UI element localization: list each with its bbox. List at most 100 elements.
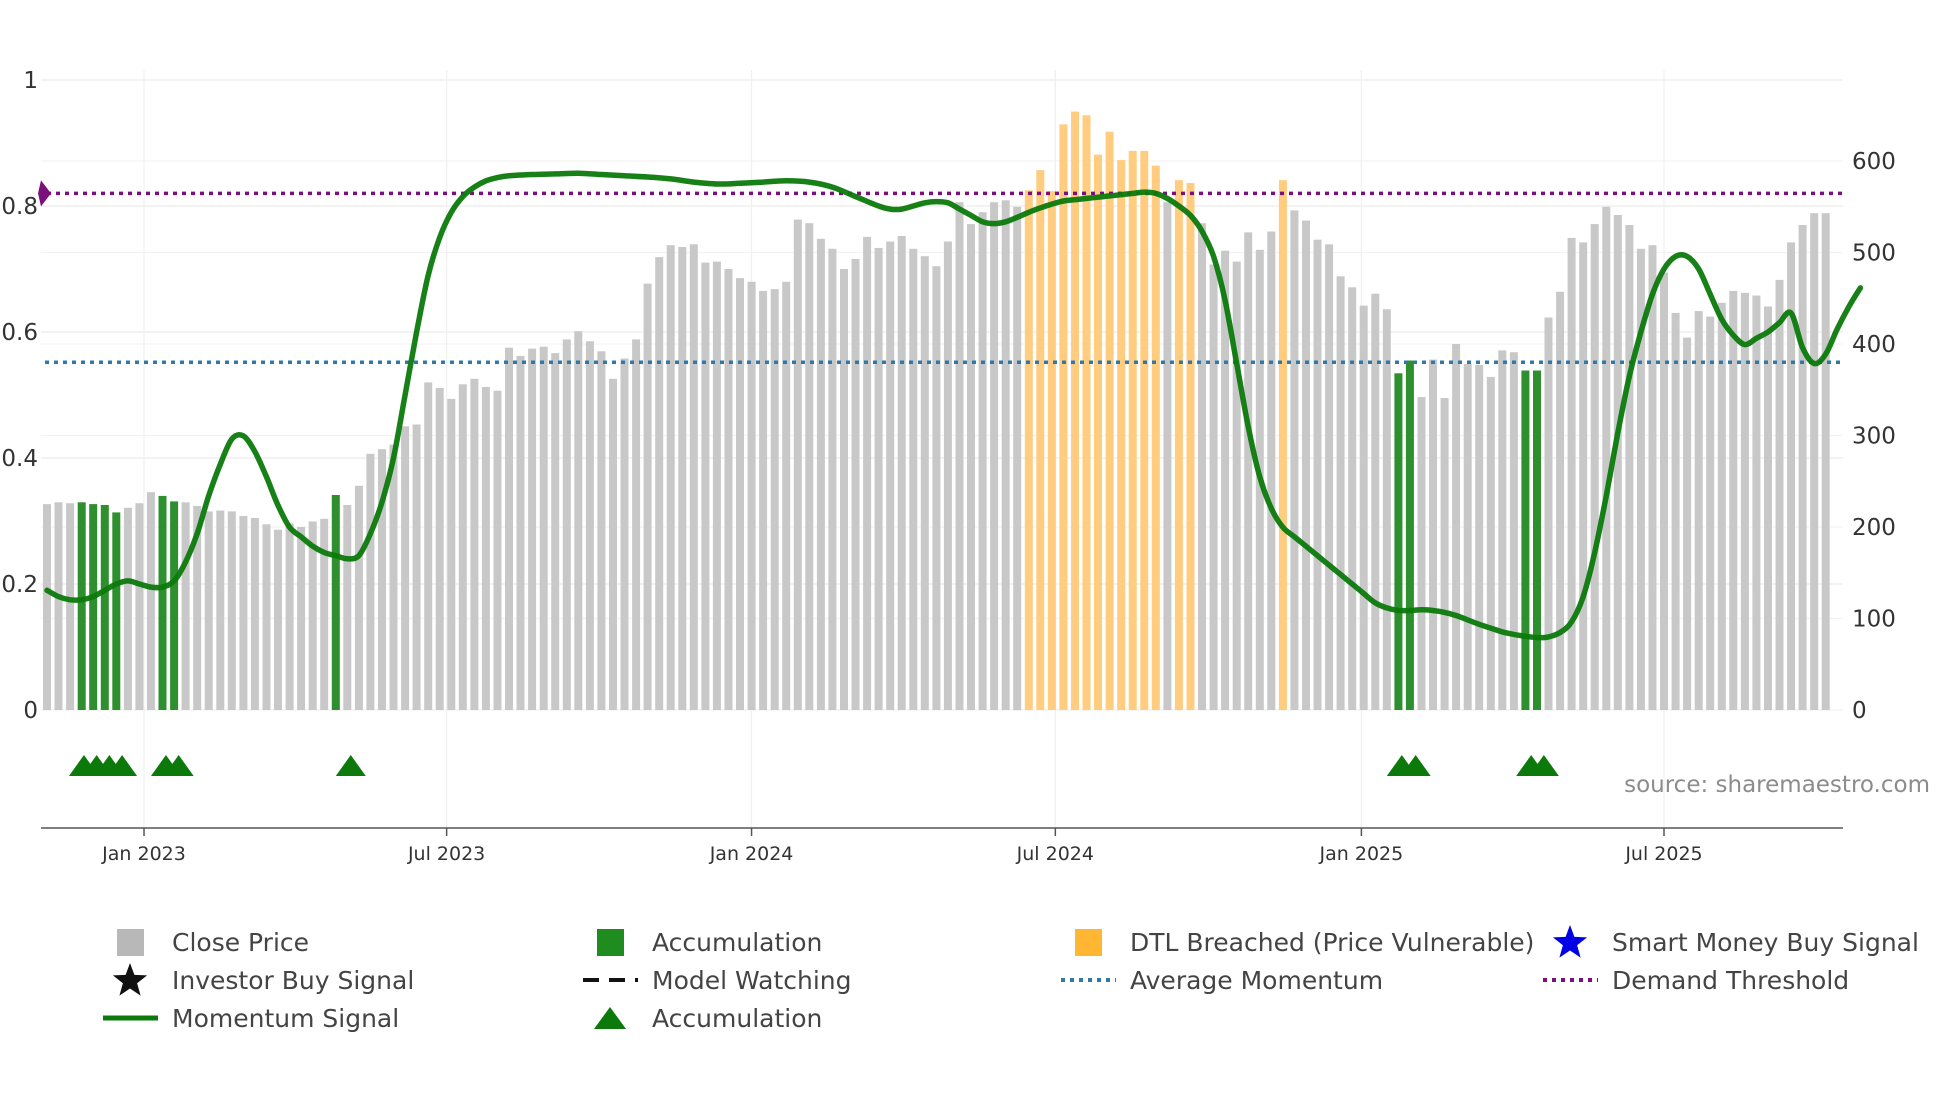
bar-gray xyxy=(990,202,999,710)
bar-gray xyxy=(978,212,987,710)
bar-gray xyxy=(1221,250,1230,710)
bar-gray xyxy=(1417,397,1426,710)
bar-gray xyxy=(816,238,825,711)
right-tick-label: 400 xyxy=(1852,332,1896,358)
bar-gray xyxy=(747,281,756,710)
bar-gray xyxy=(643,283,652,710)
x-tick-label: Jul 2023 xyxy=(407,843,485,865)
bar-orange xyxy=(1036,170,1045,711)
bar-gray xyxy=(505,347,513,710)
bar-gray xyxy=(1683,337,1692,710)
bar-green xyxy=(1521,370,1530,710)
bar-gray xyxy=(1671,312,1680,710)
bar-green xyxy=(89,504,98,710)
bar-gray xyxy=(1648,245,1657,710)
bar-gray xyxy=(736,278,744,710)
bar-orange xyxy=(1278,180,1287,710)
legend-triangle-icon xyxy=(580,1000,638,1036)
bar-gray xyxy=(943,241,952,710)
bar-gray xyxy=(43,504,51,710)
bar-gray xyxy=(1209,264,1218,710)
legend-item: Accumulation xyxy=(580,1000,822,1036)
bar-gray xyxy=(528,348,537,710)
bar-gray xyxy=(1302,220,1310,710)
bar-gray xyxy=(204,511,213,710)
bar-orange xyxy=(1071,111,1079,711)
legend-item: Investor Buy Signal xyxy=(100,962,414,998)
legend-item: Average Momentum xyxy=(1058,962,1383,998)
bar-orange xyxy=(1082,115,1091,711)
bar-gray xyxy=(458,384,467,710)
accumulation-triangle xyxy=(1400,755,1431,776)
legend-label: Accumulation xyxy=(652,927,823,957)
x-tick-label: Jan 2024 xyxy=(709,843,794,865)
bar-gray xyxy=(366,453,375,710)
bar-gray xyxy=(828,248,837,711)
left-tick-label: 0 xyxy=(23,698,38,724)
legend-label: DTL Breached (Price Vulnerable) xyxy=(1130,927,1535,957)
bar-gray xyxy=(955,202,964,710)
legend-label: Demand Threshold xyxy=(1612,965,1850,995)
right-tick-label: 100 xyxy=(1852,607,1896,633)
bar-gray xyxy=(1348,287,1357,710)
bar-gray xyxy=(320,518,329,710)
bar-gray xyxy=(1625,225,1634,710)
bar-gray xyxy=(135,503,144,710)
bar-gray xyxy=(597,351,606,710)
legend-item: DTL Breached (Price Vulnerable) xyxy=(1058,924,1534,960)
bar-gray xyxy=(1198,223,1206,710)
bar-green xyxy=(1405,360,1414,710)
bar-gray xyxy=(655,257,664,710)
bar-gray xyxy=(1613,215,1622,710)
bar-orange xyxy=(1105,131,1114,710)
bar-orange xyxy=(1151,165,1160,711)
bar-gray xyxy=(1359,305,1368,710)
right-tick-label: 200 xyxy=(1852,515,1896,541)
legend-line-icon xyxy=(100,1000,158,1036)
left-tick-label: 0.2 xyxy=(1,572,38,598)
x-tick-label: Jan 2025 xyxy=(1319,843,1404,865)
bar-green xyxy=(112,512,121,710)
bar-gray xyxy=(689,244,698,711)
legend-label: Smart Money Buy Signal xyxy=(1612,927,1919,957)
bar-gray xyxy=(1567,237,1576,710)
legend-label: Average Momentum xyxy=(1130,965,1384,995)
x-tick-label: Jan 2023 xyxy=(101,843,186,865)
legend-item: Model Watching xyxy=(580,962,852,998)
legend-square-icon xyxy=(100,924,158,960)
bar-gray xyxy=(551,353,560,710)
bar-gray xyxy=(378,449,386,710)
bar-gray xyxy=(932,266,941,710)
legend-label: Accumulation xyxy=(652,1003,823,1033)
bar-gray xyxy=(920,256,929,710)
bar-gray xyxy=(1452,344,1461,710)
bar-green xyxy=(331,495,340,710)
bar-gray xyxy=(1798,225,1807,710)
bar-gray xyxy=(389,444,398,710)
right-tick-label: 300 xyxy=(1852,424,1896,450)
bar-gray xyxy=(1729,290,1738,710)
demand-threshold-marker xyxy=(38,180,51,207)
bar-gray xyxy=(216,510,225,710)
bar-gray xyxy=(308,521,317,710)
bar-gray xyxy=(1325,244,1334,711)
bar-gray xyxy=(539,346,548,710)
bar-gray xyxy=(262,524,271,710)
legend-label: Investor Buy Signal xyxy=(172,965,415,995)
bar-gray xyxy=(1775,279,1784,710)
bar-gray xyxy=(1544,317,1553,710)
legend-dot-icon xyxy=(1058,962,1116,998)
left-tick-label: 0.4 xyxy=(1,446,38,472)
price-bars xyxy=(43,111,1830,711)
bar-gray xyxy=(1694,311,1703,710)
bar-gray xyxy=(54,502,63,710)
bar-green xyxy=(1533,370,1541,710)
bar-gray xyxy=(897,236,906,710)
legend-item: Momentum Signal xyxy=(100,1000,399,1036)
bar-gray xyxy=(1290,210,1299,710)
bar-gray xyxy=(343,505,352,710)
bar-gray xyxy=(874,247,883,710)
bar-gray xyxy=(1440,398,1449,710)
bar-gray xyxy=(1267,231,1276,710)
legend-square-icon xyxy=(580,924,638,960)
